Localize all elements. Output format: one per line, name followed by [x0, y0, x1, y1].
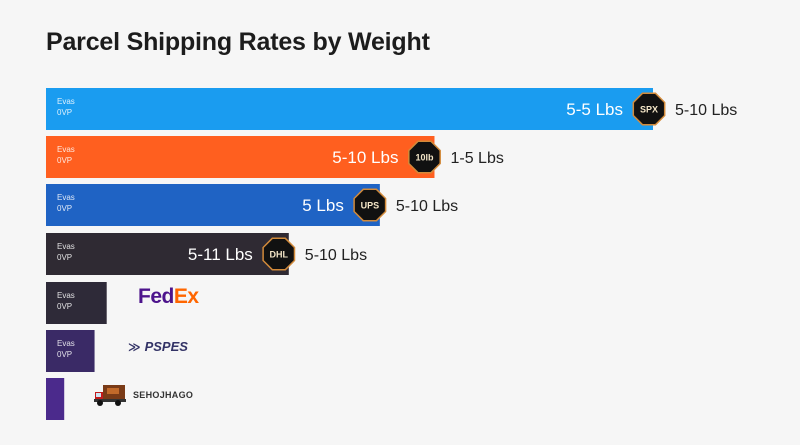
usps-logo-text: PSPES: [144, 339, 188, 354]
rate-badge-icon: [408, 140, 441, 174]
delivery-truck-logo: SEHOJHAGO: [93, 383, 193, 407]
rate-badge-text: UPS: [361, 201, 380, 211]
bar-6: [46, 330, 95, 372]
bar-4: [46, 233, 289, 275]
bar-3: [46, 184, 380, 226]
rate-badge-text: DHL: [270, 250, 289, 260]
fedex-logo-fed: Fed: [138, 285, 174, 308]
bar-axis-label: Evas: [57, 291, 75, 300]
rate-badge-icon: [353, 188, 387, 222]
bar-axis-label: 0VP: [57, 108, 72, 117]
bar-inner-label: 5-10 Lbs: [332, 148, 398, 167]
delivery-truck-icon: [94, 385, 126, 406]
bar-axis-label: Evas: [57, 193, 75, 202]
bar-axis-label: Evas: [57, 97, 75, 106]
bar-axis-label: Evas: [57, 242, 75, 251]
bar-outer-label: 5-10 Lbs: [305, 247, 367, 264]
fedex-logo-ex: Ex: [173, 285, 199, 308]
chart-title: Parcel Shipping Rates by Weight: [46, 28, 430, 56]
bar-axis-label: Evas: [57, 339, 75, 348]
bar-inner-label: 5 Lbs: [302, 196, 344, 215]
bar-axis-label: Evas: [57, 145, 75, 154]
rate-badge-text: 10lb: [415, 153, 434, 163]
rate-badge-icon: [632, 92, 666, 126]
usps-logo: ≫ PSPES: [128, 339, 188, 354]
delivery-logo-text: SEHOJHAGO: [133, 390, 194, 400]
bar-axis-label: 0VP: [57, 204, 72, 213]
bar-axis-label: 0VP: [57, 253, 72, 262]
bar-5: [46, 282, 107, 324]
bar-outer-label: 5-10 Lbs: [396, 198, 458, 215]
bar-7: [46, 378, 65, 420]
usps-eagle-icon: ≫: [128, 339, 141, 354]
bar-2: [46, 136, 435, 178]
bar-outer-label: 5-10 Lbs: [675, 102, 737, 119]
bar-axis-label: 0VP: [57, 350, 72, 359]
rate-badge-icon: [262, 237, 296, 271]
bar-outer-label: 1-5 Lbs: [450, 150, 503, 167]
rate-badge-text: SPX: [640, 105, 658, 115]
bar-inner-label: 5-5 Lbs: [566, 100, 623, 119]
bar-axis-label: 0VP: [57, 302, 72, 311]
bar-axis-label: 0VP: [57, 156, 72, 165]
fedex-logo: FedEx: [138, 285, 199, 309]
bar-inner-label: 5-11 Lbs: [188, 245, 253, 264]
bar-1: [46, 88, 653, 130]
